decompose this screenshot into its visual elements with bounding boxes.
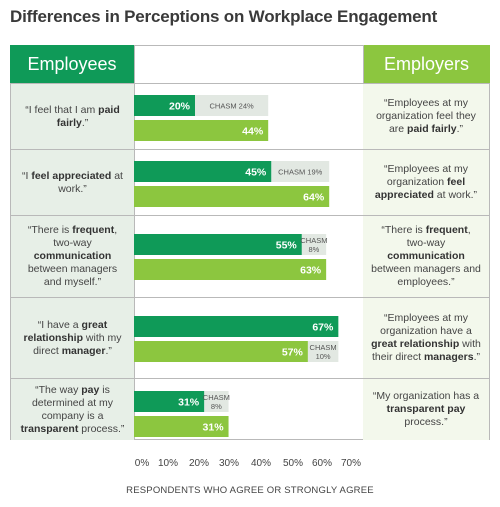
chart-title: Differences in Perceptions on Workplace … <box>10 7 438 26</box>
employee-bar <box>134 161 272 182</box>
x-tick-label: 0% <box>135 458 150 469</box>
chasm-box <box>204 391 229 412</box>
chasm-box <box>271 161 330 182</box>
x-tick-label: 10% <box>158 458 178 469</box>
employer-statement-3: “There is frequent, two-way communicatio… <box>363 216 489 297</box>
employee-statement-1: “I feel that I am paid fairly.” <box>11 84 134 149</box>
row-divider <box>10 297 490 298</box>
employee-bar <box>134 391 205 412</box>
employee-value-label: 67% <box>312 322 334 334</box>
employee-value-label: 31% <box>178 397 200 409</box>
employer-value-label: 63% <box>300 265 322 277</box>
employee-statement-5: “The way pay is determined at my company… <box>11 379 134 440</box>
employer-statement-5: “My organization has a transparent pay p… <box>363 379 489 440</box>
employer-value-label: 64% <box>303 192 325 204</box>
employee-bar <box>134 316 339 337</box>
chasm-label: CHASM 8% <box>300 236 327 254</box>
employee-value-label: 20% <box>169 101 191 113</box>
employer-bar <box>134 259 327 280</box>
employee-value-label: 45% <box>245 167 267 179</box>
chasm-box <box>195 95 269 116</box>
employee-bar <box>134 95 195 116</box>
row-divider <box>10 378 490 379</box>
chasm-box <box>307 341 339 362</box>
employee-statement-3: “There is frequent, two-way communicatio… <box>11 216 134 297</box>
employer-value-label: 31% <box>203 422 225 434</box>
chasm-label: CHASM 19% <box>278 168 323 177</box>
employee-bar <box>134 234 302 255</box>
employer-bar <box>134 120 269 141</box>
x-tick-label: 40% <box>251 458 271 469</box>
chasm-box <box>301 234 327 255</box>
x-tick-label: 50% <box>283 458 303 469</box>
employers-header: Employers <box>363 45 490 83</box>
x-tick-label: 70% <box>341 458 361 469</box>
employee-statement-4: “I have a great relationship with my dir… <box>11 298 134 378</box>
employee-statement-2: “I feel appreciated at work.” <box>11 150 134 215</box>
employer-bar <box>134 341 308 362</box>
employer-statement-2: “Employees at my organization feel appre… <box>363 150 489 215</box>
x-tick-label: 60% <box>312 458 332 469</box>
chasm-label: CHASM 24% <box>210 102 255 111</box>
employees-header: Employees <box>10 45 134 83</box>
employer-value-label: 57% <box>282 347 304 359</box>
employer-bar <box>134 416 229 437</box>
row-divider <box>10 149 490 150</box>
employer-statement-4: “Employees at my organization have a gre… <box>363 298 489 378</box>
employer-statement-1: “Employees at my organization feel they … <box>363 84 489 149</box>
x-tick-label: 30% <box>219 458 239 469</box>
row-divider <box>10 215 490 216</box>
employer-value-label: 44% <box>242 126 264 138</box>
x-tick-label: 20% <box>189 458 209 469</box>
employer-bar <box>134 186 330 207</box>
x-axis-label: RESPONDENTS WHO AGREE OR STRONGLY AGREE <box>126 485 374 496</box>
chasm-label: CHASM 10% <box>310 343 337 361</box>
chasm-label: CHASM 8% <box>203 393 230 411</box>
employee-value-label: 55% <box>276 240 298 252</box>
header-divider <box>10 83 490 84</box>
